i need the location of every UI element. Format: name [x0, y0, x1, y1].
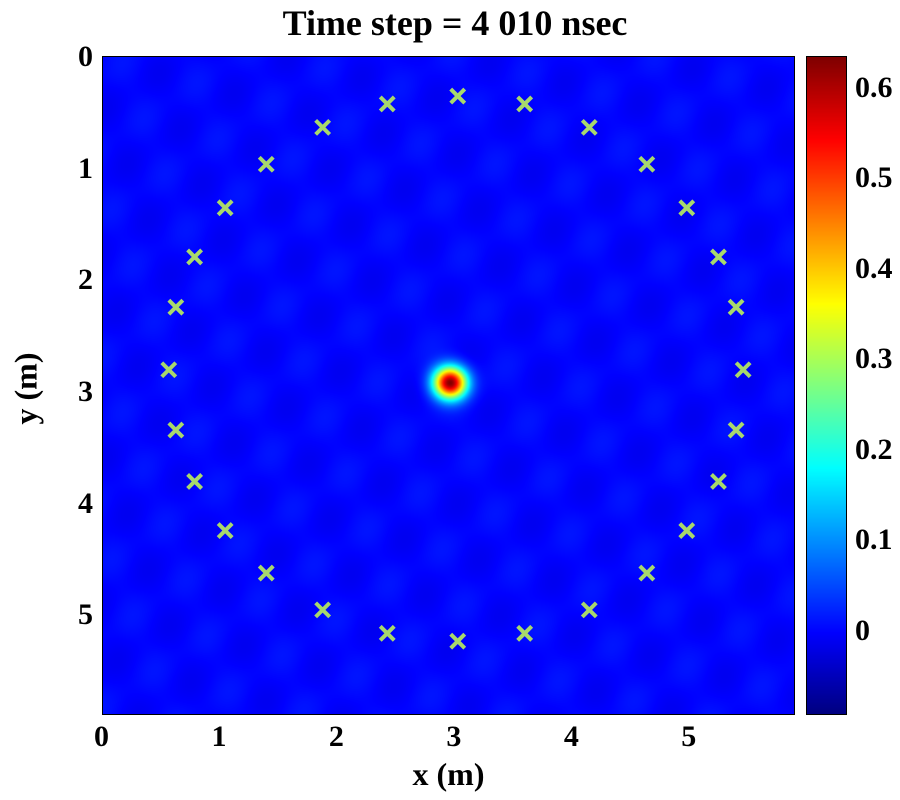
x-tick-label: 5: [681, 720, 697, 753]
marker-6: [727, 298, 745, 316]
colorbar-tick-label: 0.4: [855, 251, 893, 285]
colorbar-gradient: [807, 57, 846, 714]
x-tick-label: 2: [328, 720, 344, 753]
markers-layer: [160, 87, 752, 650]
marker-7: [734, 361, 752, 379]
colorbar-tick-label: 0.2: [855, 432, 893, 466]
x-tick-label: 3: [446, 720, 462, 753]
marker-12: [580, 601, 598, 619]
colorbar-tick-label: 0: [855, 613, 870, 647]
marker-19: [186, 473, 204, 490]
marker-4: [678, 199, 696, 217]
marker-13: [516, 624, 534, 642]
y-tick-label: 3: [78, 375, 93, 409]
marker-15: [378, 624, 396, 642]
chart-title: Time step = 4 010 nsec: [282, 3, 628, 43]
marker-9: [710, 473, 727, 490]
colorbar: [806, 56, 847, 715]
marker-8: [727, 421, 745, 439]
colorbar-tick-label: 0.6: [855, 70, 893, 104]
y-axis-label: y (m): [7, 352, 44, 425]
plot-area: [102, 56, 795, 715]
marker-0: [449, 87, 467, 105]
x-tick-label: 4: [563, 720, 579, 753]
marker-16: [314, 601, 332, 619]
marker-27: [378, 95, 396, 113]
marker-18: [216, 522, 234, 540]
marker-20: [167, 421, 185, 439]
marker-5: [710, 248, 727, 266]
marker-22: [167, 298, 185, 316]
y-tick-label: 4: [78, 486, 93, 520]
marker-1: [516, 95, 534, 113]
marker-17: [257, 564, 275, 582]
marker-21: [160, 361, 178, 379]
marker-3: [638, 155, 656, 173]
marker-10: [678, 522, 696, 540]
heatmap: [103, 57, 794, 714]
colorbar-tick-label: 0.1: [855, 523, 893, 557]
x-axis-label: x (m): [412, 756, 485, 792]
marker-25: [257, 155, 275, 173]
x-tick-label: 1: [211, 720, 227, 753]
y-tick-label: 0: [78, 40, 93, 73]
marker-11: [638, 564, 656, 582]
y-tick-label: 5: [78, 598, 93, 632]
colorbar-tick-label: 0.5: [855, 161, 893, 195]
marker-26: [314, 118, 332, 136]
marker-2: [580, 118, 598, 136]
marker-24: [216, 199, 234, 217]
marker-14: [449, 632, 467, 650]
colorbar-tick-label: 0.3: [855, 342, 893, 376]
x-tick-label: 0: [94, 720, 109, 753]
marker-23: [186, 248, 204, 266]
y-tick-label: 1: [78, 151, 93, 185]
y-tick-label: 2: [78, 263, 93, 297]
